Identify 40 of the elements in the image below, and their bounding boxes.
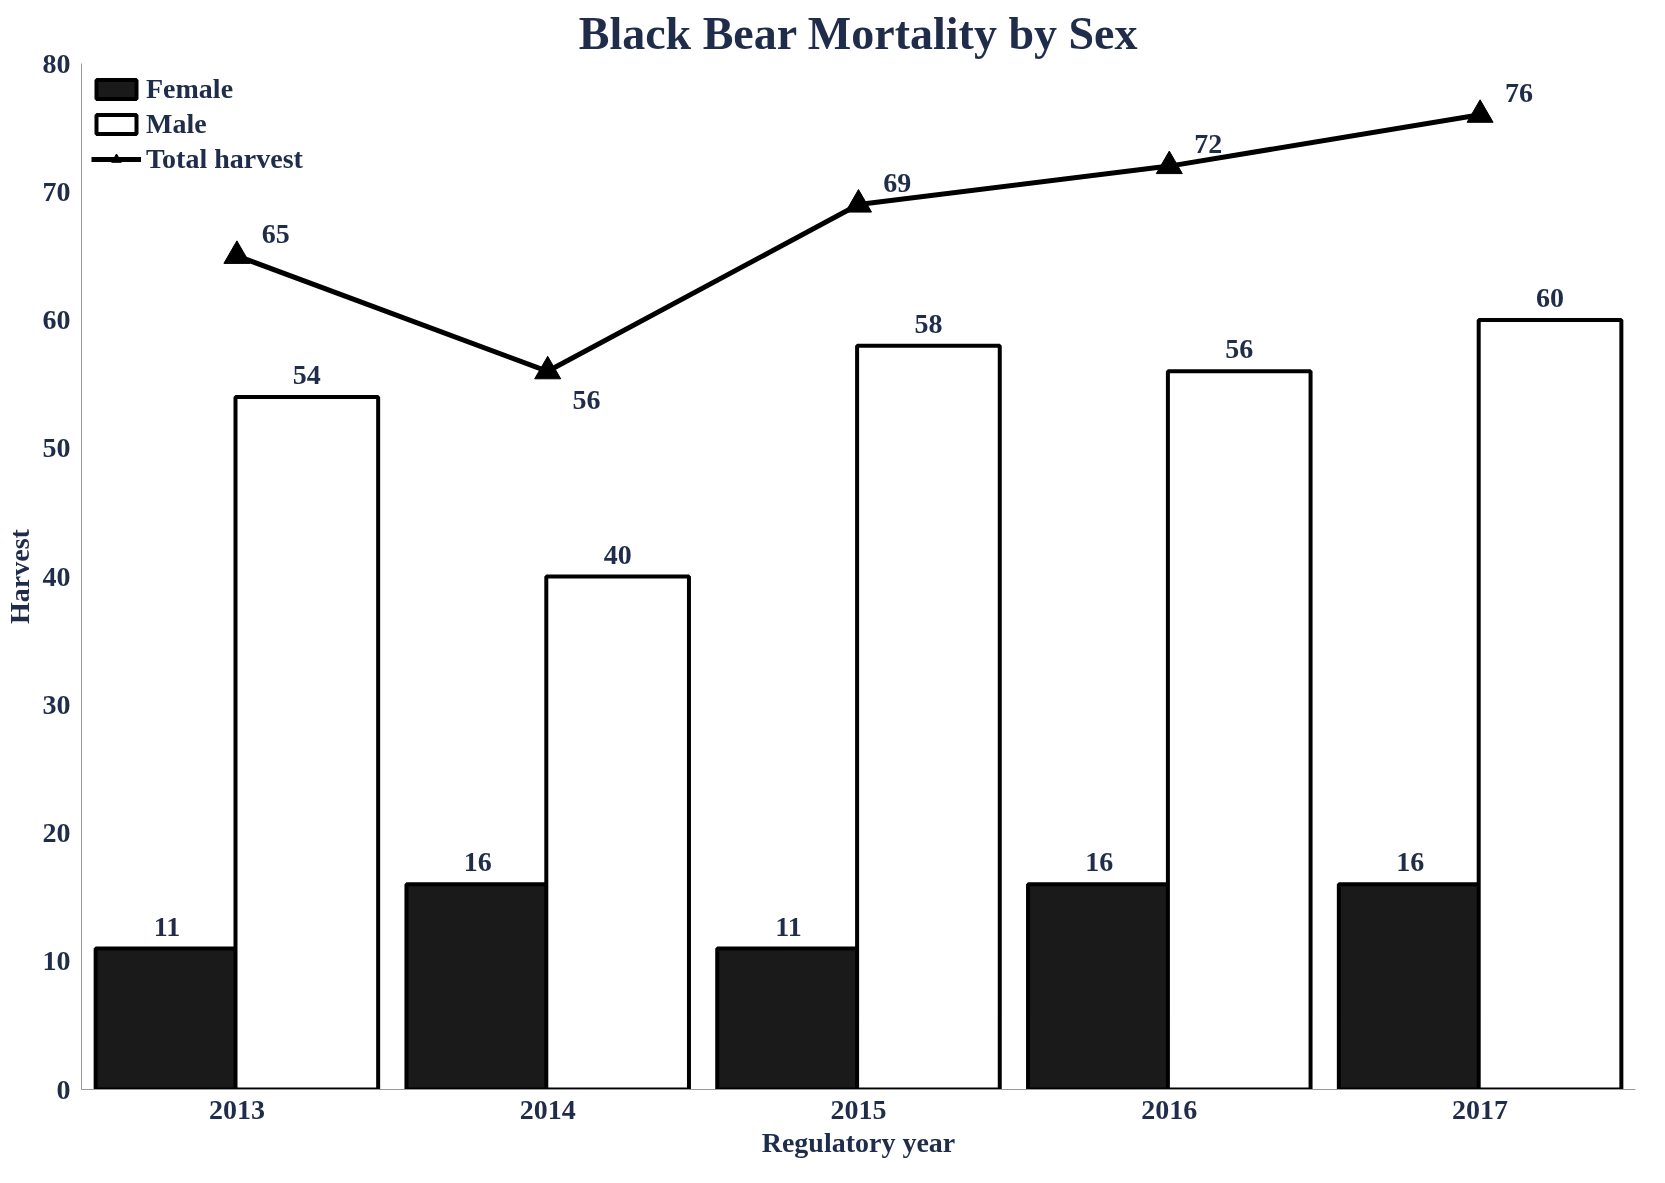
y-tick-label: 20 [42,817,71,848]
x-tick-label: 2017 [1452,1093,1509,1125]
data-label: 72 [1194,128,1223,160]
data-label: 56 [1225,333,1254,365]
point [1466,99,1494,123]
data-label: 40 [603,538,632,570]
data-label: 11 [775,910,802,942]
data-label: 16 [1396,846,1425,878]
y-axis-title: Harvest [3,528,35,624]
data-label: 65 [261,218,290,250]
legend-label: Total harvest [146,143,303,175]
data-label: 69 [883,166,912,198]
point [534,355,562,380]
point [223,240,251,264]
data-label: 60 [1536,282,1565,314]
legend-label: Female [146,73,234,105]
y-tick-label: 30 [42,688,71,720]
y-tick-label: 40 [42,560,71,592]
data-label: 76 [1504,76,1533,108]
point [1155,150,1183,175]
y-tick-label: 70 [42,175,71,207]
data-label: 16 [1085,846,1114,878]
data-label: 54 [292,359,321,391]
y-tick-label: 60 [42,304,71,335]
data-label: 11 [153,910,181,942]
chart-title: Black Bear Mortality by Sex [578,7,1138,59]
x-tick-label: 2015 [830,1093,887,1125]
y-tick-label: 0 [56,1073,71,1105]
x-tick-label: 2016 [1141,1093,1198,1125]
y-tick-label: 50 [42,432,71,464]
legend-label: Male [146,108,207,140]
y-tick-label: 80 [42,47,71,79]
x-tick-label: 2013 [208,1093,265,1125]
y-tick-label: 10 [42,945,71,977]
data-label: 58 [914,307,943,339]
data-label: 56 [572,383,601,415]
x-tick-label: 2014 [519,1093,576,1125]
point [845,189,872,213]
x-axis-title: Regulatory year [761,1126,956,1158]
data-label: 16 [463,846,492,878]
